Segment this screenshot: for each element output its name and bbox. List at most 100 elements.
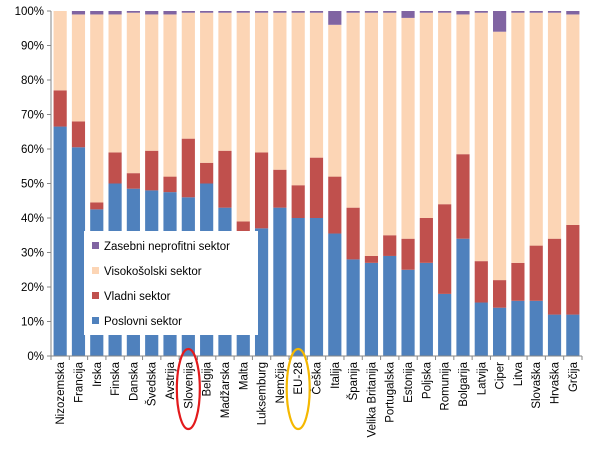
- bar-irska-visokosolski-sektor: [90, 14, 104, 203]
- bar-eu-28-zasebni-neprofitni-sektor: [291, 11, 305, 13]
- highlight-slovenija: [175, 347, 201, 431]
- bar-romunija-visokosolski-sektor: [438, 12, 452, 205]
- y-tick-label: 0%: [27, 351, 44, 363]
- bar-spanija-visokosolski-sektor: [346, 12, 360, 208]
- y-tick-label: 80%: [21, 75, 44, 87]
- bar-madzarska-zasebni-neprofitni-sektor: [218, 11, 232, 13]
- bar-italija-poslovni-sektor: [328, 233, 342, 356]
- x-tick-label-nizozemska: Nizozemska: [55, 361, 67, 424]
- legend-swatch-vladni-sektor: [92, 292, 99, 299]
- x-tick-label-latvija: Latvija: [476, 361, 488, 395]
- x-tick-label-irska: Irska: [92, 361, 104, 387]
- bar-belgija-visokosolski-sektor: [200, 12, 214, 163]
- x-tick-label-francija: Francija: [73, 361, 85, 403]
- bar-velika-britanija-zasebni-neprofitni-sektor: [364, 11, 379, 13]
- bar-ciper-zasebni-neprofitni-sektor: [493, 11, 507, 32]
- bar-romunija-vladni-sektor: [438, 204, 452, 294]
- bar-eu-28-poslovni-sektor: [291, 218, 305, 356]
- bar-ciper-vladni-sektor: [493, 280, 507, 308]
- bar-spanija-vladni-sektor: [346, 207, 360, 260]
- bar-portugalska-poslovni-sektor: [383, 255, 397, 356]
- bar-eu-28-vladni-sektor: [291, 185, 305, 218]
- x-tick-label-belgija: Belgija: [202, 361, 214, 396]
- bar-grcija-zasebni-neprofitni-sektor: [566, 11, 580, 15]
- bar-nemcija-vladni-sektor: [273, 169, 287, 208]
- y-tick-label: 40%: [21, 213, 44, 225]
- bar-estonija-zasebni-neprofitni-sektor: [401, 11, 415, 18]
- x-tick-label-slovaska: Slovaška: [531, 361, 543, 408]
- bar-danska-zasebni-neprofitni-sektor: [126, 11, 140, 13]
- bar-grcija-poslovni-sektor: [566, 314, 580, 356]
- bar-belgija-vladni-sektor: [200, 162, 214, 184]
- bar-grcija-visokosolski-sektor: [566, 14, 580, 225]
- y-tick-label: 30%: [21, 248, 44, 260]
- x-tick-label-spanija: Španija: [347, 361, 360, 400]
- bar-poljska-poslovni-sektor: [419, 262, 433, 356]
- bar-madzarska-visokosolski-sektor: [218, 12, 232, 151]
- axes-group: 0% 10% 20% 30% 40% 50% 60% 70% 80% 90% 100% Nizozem…: [15, 6, 583, 437]
- bar-poljska-vladni-sektor: [419, 218, 433, 263]
- x-tick-label-bolgarija: Bolgarija: [458, 361, 470, 406]
- bar-luksemburg-zasebni-neprofitni-sektor: [254, 11, 269, 13]
- legend-swatch-zasebni-neprofitni-sektor: [92, 242, 99, 249]
- x-tick-label-italija: Italija: [330, 361, 342, 388]
- highlight-eu-28: [285, 347, 311, 431]
- y-tick-label: 60%: [21, 144, 44, 156]
- bar-litva-zasebni-neprofitni-sektor: [511, 11, 525, 13]
- y-tick-label: 10%: [21, 317, 44, 329]
- bar-avstrija-zasebni-neprofitni-sektor: [163, 11, 177, 15]
- bar-hrvaska-vladni-sektor: [547, 238, 562, 315]
- legend-label-zasebni-neprofitni-sektor: Zasebni neprofitni sektor: [104, 241, 230, 253]
- x-tick-label-malta: Malta: [238, 361, 250, 390]
- bar-hrvaska-zasebni-neprofitni-sektor: [547, 11, 562, 13]
- bar-nizozemska-poslovni-sektor: [53, 126, 67, 356]
- x-tick-label-romunija: Romunija: [440, 361, 452, 410]
- bar-finska-zasebni-neprofitni-sektor: [108, 11, 122, 15]
- y-tick-label: 50%: [21, 179, 44, 191]
- bar-svedska-vladni-sektor: [145, 150, 159, 191]
- bar-ceska-vladni-sektor: [309, 157, 324, 218]
- x-tick-label-litva: Litva: [513, 361, 525, 386]
- bar-nizozemska-vladni-sektor: [53, 90, 67, 127]
- bar-nemcija-poslovni-sektor: [273, 207, 287, 356]
- bar-spanija-poslovni-sektor: [346, 259, 360, 356]
- bar-estonija-vladni-sektor: [401, 238, 415, 270]
- y-tick-label: 70%: [21, 110, 44, 122]
- x-tick-label-luksemburg: Luksemburg: [257, 362, 269, 425]
- bar-malta-visokosolski-sektor: [236, 12, 250, 222]
- x-tick-label-madzarska: Madžarska: [220, 361, 232, 418]
- y-tick-label: 90%: [21, 41, 44, 53]
- legend-box: [84, 231, 258, 335]
- x-tick-label-ciper: Ciper: [495, 362, 507, 390]
- legend-label-visokosolski-sektor: Visokošolski sektor: [104, 266, 202, 278]
- bar-svedska-zasebni-neprofitni-sektor: [145, 11, 159, 15]
- bar-romunija-zasebni-neprofitni-sektor: [438, 11, 452, 13]
- bar-litva-poslovni-sektor: [511, 300, 525, 356]
- bar-belgija-zasebni-neprofitni-sektor: [200, 11, 214, 13]
- bar-danska-vladni-sektor: [126, 173, 140, 189]
- x-tick-label-velika-britanija: Velika Britanija: [366, 361, 378, 437]
- bar-litva-vladni-sektor: [511, 262, 525, 301]
- bar-danska-visokosolski-sektor: [126, 12, 140, 174]
- bar-italija-visokosolski-sektor: [328, 24, 342, 177]
- bar-portugalska-vladni-sektor: [383, 235, 397, 256]
- x-tick-label-danska: Danska: [128, 361, 140, 401]
- bar-slovenija-visokosolski-sektor: [181, 12, 195, 139]
- legend-label-vladni-sektor: Vladni sektor: [104, 291, 171, 303]
- bar-litva-visokosolski-sektor: [511, 12, 525, 263]
- y-tick-label: 20%: [21, 282, 44, 294]
- bar-italija-zasebni-neprofitni-sektor: [328, 11, 342, 25]
- bar-poljska-zasebni-neprofitni-sektor: [419, 11, 433, 13]
- bar-portugalska-zasebni-neprofitni-sektor: [383, 11, 397, 13]
- bar-luksemburg-poslovni-sektor: [254, 228, 269, 356]
- bar-bolgarija-visokosolski-sektor: [456, 14, 470, 155]
- x-tick-label-ceska: Češka: [311, 361, 324, 394]
- bar-eu-28-visokosolski-sektor: [291, 12, 305, 186]
- legend-label-poslovni-sektor: Poslovni sektor: [104, 316, 182, 328]
- legend-swatch-poslovni-sektor: [92, 317, 99, 324]
- bar-luksemburg-vladni-sektor: [254, 152, 269, 229]
- y-tick-label: 100%: [15, 6, 44, 18]
- bar-avstrija-vladni-sektor: [163, 176, 177, 193]
- x-tick-label-nemcija: Nemčija: [275, 361, 287, 403]
